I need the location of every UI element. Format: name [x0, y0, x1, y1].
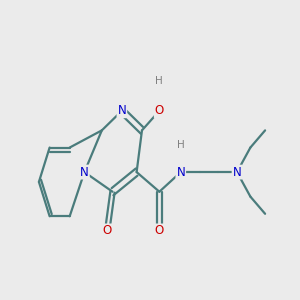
Text: H: H [177, 140, 185, 150]
Text: N: N [176, 166, 185, 178]
Text: O: O [155, 224, 164, 238]
Text: O: O [103, 224, 112, 238]
Text: N: N [118, 104, 126, 117]
Text: N: N [232, 166, 242, 178]
Text: N: N [80, 166, 89, 178]
Text: O: O [155, 104, 164, 117]
Text: H: H [155, 76, 163, 86]
